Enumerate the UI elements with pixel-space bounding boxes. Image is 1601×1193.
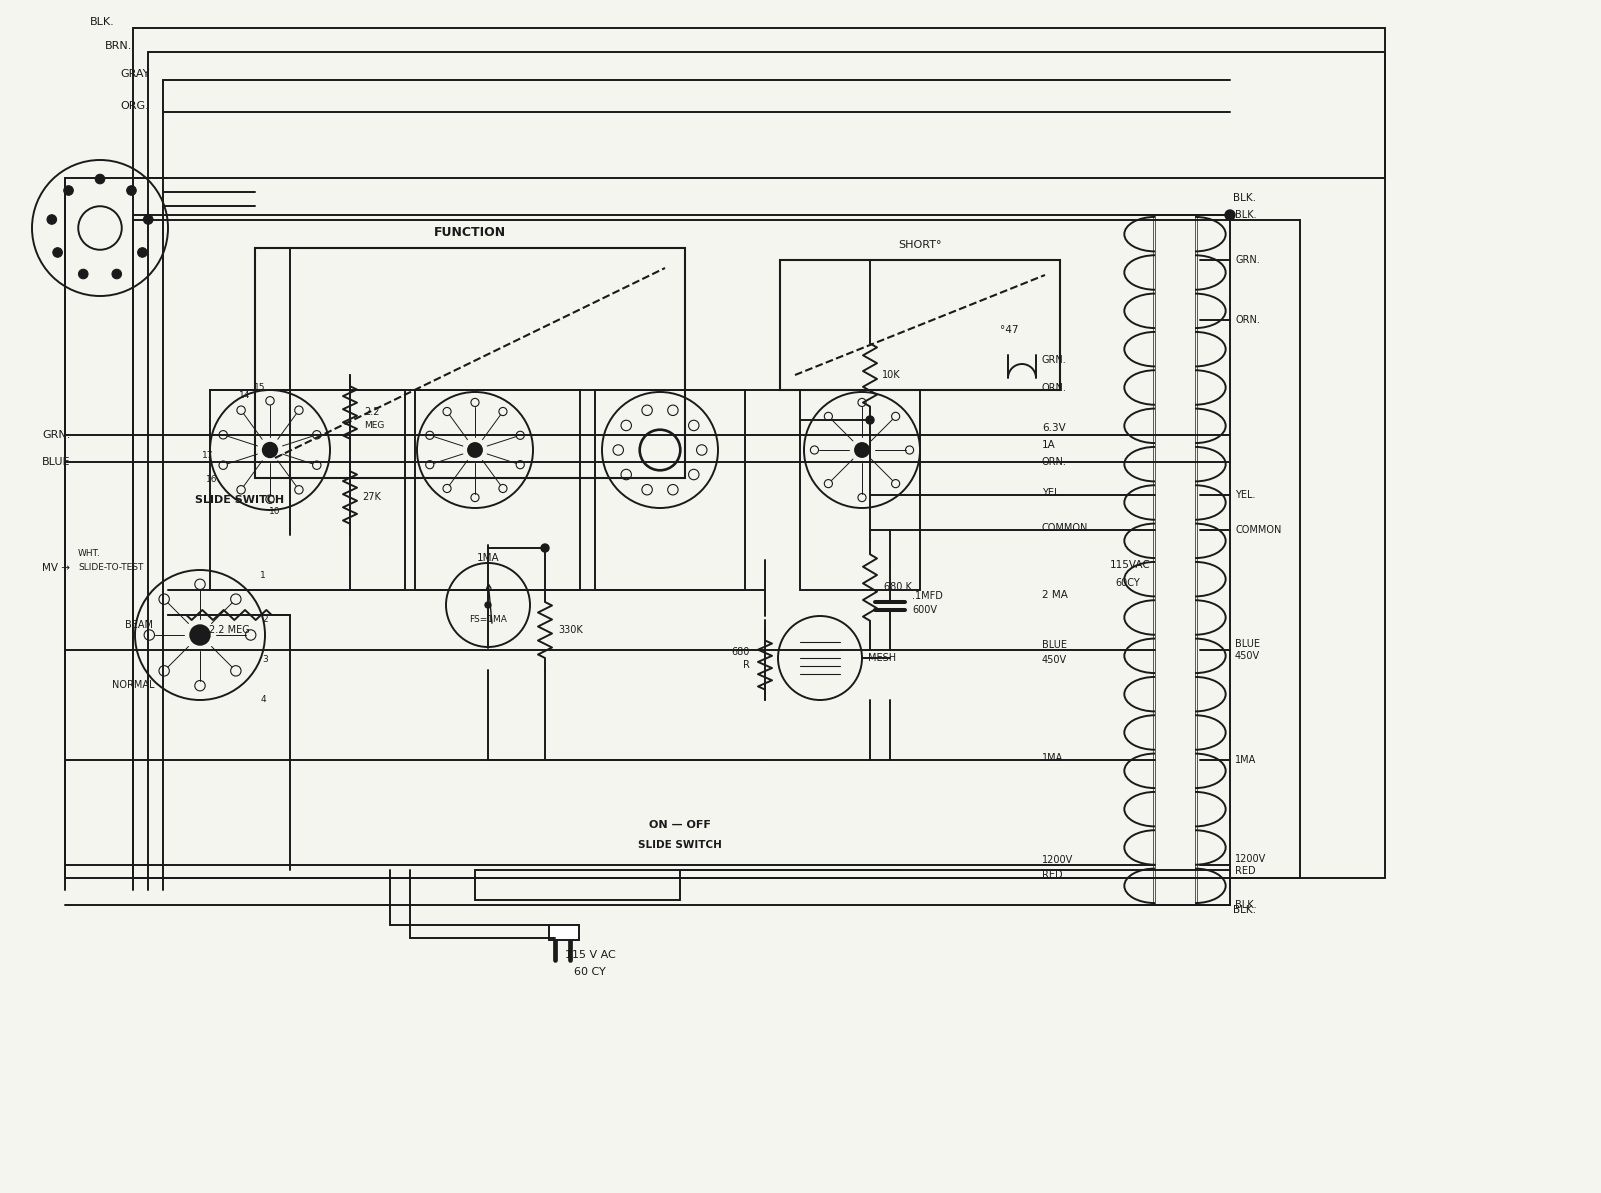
Text: BLK.: BLK. <box>1233 905 1257 915</box>
Text: BRN.: BRN. <box>106 41 133 51</box>
Text: 115 V AC: 115 V AC <box>565 950 615 960</box>
Text: 450V: 450V <box>1042 655 1068 665</box>
Text: 680 K: 680 K <box>884 582 913 592</box>
Text: RED: RED <box>1042 870 1063 880</box>
Text: 330K: 330K <box>559 625 583 635</box>
Circle shape <box>78 270 88 279</box>
Circle shape <box>541 544 549 552</box>
Bar <box>66 178 1385 878</box>
Text: MESH: MESH <box>868 653 897 663</box>
Text: 2 MA: 2 MA <box>1042 591 1068 600</box>
Text: 680: 680 <box>732 647 749 657</box>
Text: BEAM: BEAM <box>125 620 154 630</box>
Text: 4: 4 <box>261 696 266 705</box>
Bar <box>415 390 580 591</box>
Text: MV →: MV → <box>42 563 70 573</box>
Text: 60 CY: 60 CY <box>575 968 605 977</box>
Bar <box>549 925 580 940</box>
Text: 14: 14 <box>239 390 251 400</box>
Text: R: R <box>743 660 749 670</box>
Text: 1200V: 1200V <box>1042 855 1073 865</box>
Circle shape <box>94 174 104 184</box>
Circle shape <box>112 270 122 279</box>
Text: WHT.: WHT. <box>78 549 101 557</box>
Text: BLK.: BLK. <box>90 17 115 27</box>
Text: 115VAC: 115VAC <box>1109 560 1151 570</box>
Text: FUNCTION: FUNCTION <box>434 227 506 240</box>
Text: BLK.: BLK. <box>1234 210 1257 220</box>
Circle shape <box>64 186 74 196</box>
Text: FS=1MA: FS=1MA <box>469 616 508 624</box>
Text: 15: 15 <box>255 383 266 392</box>
Text: 60CY: 60CY <box>1114 577 1140 588</box>
Bar <box>210 390 405 591</box>
Text: BLUE: BLUE <box>42 457 70 466</box>
Text: SHORT°: SHORT° <box>898 240 941 251</box>
Text: YEL.: YEL. <box>1234 490 1255 500</box>
Text: °47: °47 <box>1001 324 1018 335</box>
Circle shape <box>191 625 210 644</box>
Circle shape <box>855 443 869 457</box>
Bar <box>780 260 1060 390</box>
Text: BLK.: BLK. <box>1234 900 1257 910</box>
Text: 1A: 1A <box>1042 440 1055 450</box>
Bar <box>800 390 921 591</box>
Text: SLIDE SWITCH: SLIDE SWITCH <box>639 840 722 849</box>
Circle shape <box>467 443 482 457</box>
Bar <box>133 220 1300 878</box>
Circle shape <box>144 215 154 224</box>
Circle shape <box>1225 210 1234 220</box>
Text: .1MFD: .1MFD <box>913 591 943 601</box>
Text: ORG.: ORG. <box>120 101 149 111</box>
Text: BLK.: BLK. <box>1233 193 1257 203</box>
Text: 2.2 MEG: 2.2 MEG <box>208 625 250 635</box>
Circle shape <box>138 248 147 258</box>
Text: 2.2: 2.2 <box>363 407 379 418</box>
Text: 1MA: 1MA <box>1042 753 1063 764</box>
Circle shape <box>46 215 56 224</box>
Text: ORN.: ORN. <box>1042 457 1066 466</box>
Text: 6.3V: 6.3V <box>1042 424 1066 433</box>
Text: BLUE
450V: BLUE 450V <box>1234 639 1260 661</box>
Circle shape <box>263 443 277 457</box>
Text: 10K: 10K <box>882 370 901 381</box>
Text: 17: 17 <box>202 451 215 459</box>
Text: COMMON: COMMON <box>1042 523 1089 533</box>
Text: COMMON: COMMON <box>1234 525 1281 534</box>
Text: ORN.: ORN. <box>1234 315 1260 324</box>
Text: 10: 10 <box>269 507 280 517</box>
Text: 1200V
RED: 1200V RED <box>1234 854 1266 876</box>
Text: GRAY: GRAY <box>120 69 149 79</box>
Text: GRN.: GRN. <box>1234 255 1260 265</box>
Text: 27K: 27K <box>362 492 381 502</box>
Circle shape <box>866 416 874 424</box>
Text: SLIDE SWITCH: SLIDE SWITCH <box>195 495 283 505</box>
Text: 16: 16 <box>207 476 218 484</box>
Text: 1MA: 1MA <box>1234 755 1257 765</box>
Text: 1MA: 1MA <box>477 554 500 563</box>
Circle shape <box>126 186 136 196</box>
Text: NORMAL: NORMAL <box>112 680 155 690</box>
Bar <box>255 248 685 478</box>
Text: MEG: MEG <box>363 420 384 429</box>
Circle shape <box>53 248 62 258</box>
Text: SLIDE-TO-TEST: SLIDE-TO-TEST <box>78 563 144 573</box>
Text: ORN.: ORN. <box>1042 383 1066 392</box>
Text: ON — OFF: ON — OFF <box>648 820 711 830</box>
Text: GRN.: GRN. <box>42 429 70 440</box>
Text: 600V: 600V <box>913 605 937 616</box>
Bar <box>596 390 744 591</box>
Text: 2: 2 <box>263 616 267 624</box>
Text: YEL.: YEL. <box>1042 488 1063 497</box>
Text: BLUE: BLUE <box>1042 639 1066 650</box>
Text: GRN.: GRN. <box>1042 356 1066 365</box>
Text: 1: 1 <box>259 570 266 580</box>
Circle shape <box>485 602 492 608</box>
Text: 3: 3 <box>263 655 267 665</box>
